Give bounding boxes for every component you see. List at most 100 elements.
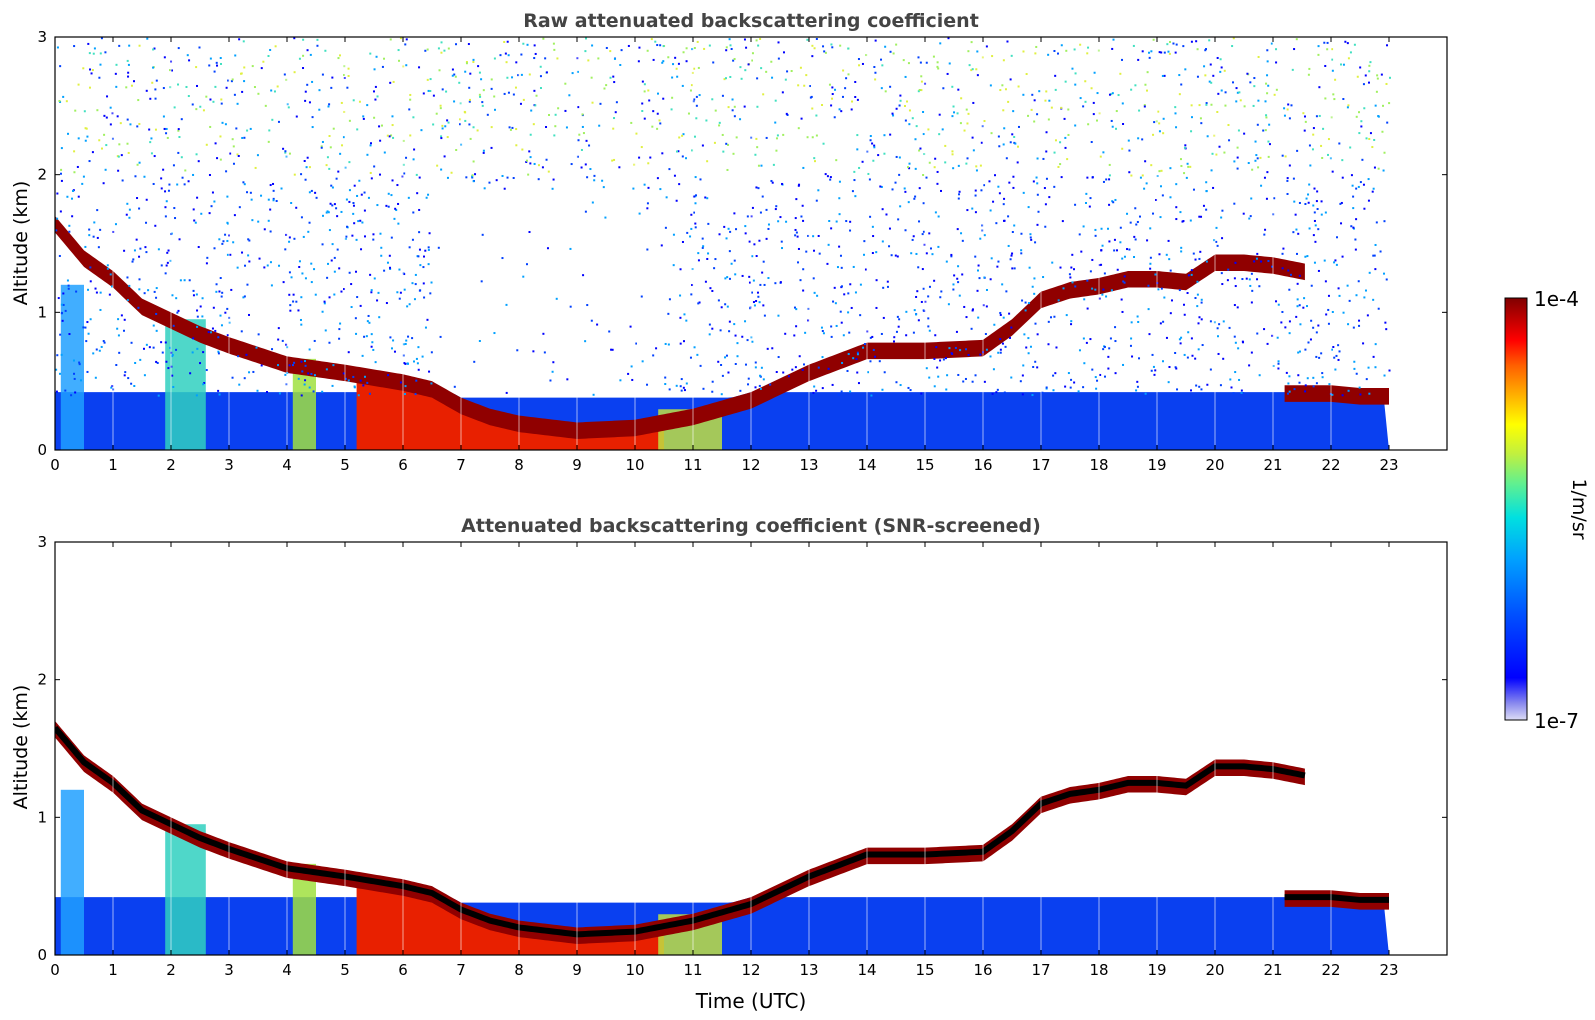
noise-pixel xyxy=(933,385,936,388)
noise-pixel xyxy=(1042,157,1045,160)
noise-pixel xyxy=(126,59,129,62)
noise-pixel xyxy=(88,234,91,237)
noise-pixel xyxy=(1174,106,1177,109)
noise-pixel xyxy=(74,109,77,112)
noise-pixel xyxy=(422,282,425,285)
noise-pixel xyxy=(1380,73,1383,76)
noise-pixel xyxy=(430,351,433,354)
noise-pixel xyxy=(1060,44,1063,47)
noise-pixel xyxy=(1317,53,1320,56)
noise-pixel xyxy=(1108,163,1111,166)
noise-pixel xyxy=(593,174,596,177)
noise-pixel xyxy=(1227,124,1230,127)
noise-pixel xyxy=(1364,289,1367,292)
noise-pixel xyxy=(231,78,234,81)
noise-pixel xyxy=(243,183,246,186)
noise-pixel xyxy=(1101,293,1104,296)
noise-pixel xyxy=(1252,104,1255,107)
noise-pixel xyxy=(1153,373,1156,376)
noise-pixel xyxy=(370,345,373,348)
noise-pixel xyxy=(1034,241,1037,244)
noise-pixel xyxy=(95,348,98,351)
noise-pixel xyxy=(850,306,853,309)
noise-pixel xyxy=(269,48,272,51)
noise-pixel xyxy=(704,280,707,283)
noise-pixel xyxy=(944,144,947,147)
noise-pixel xyxy=(874,355,877,358)
noise-pixel xyxy=(1331,310,1334,313)
noise-pixel xyxy=(1190,116,1193,119)
noise-pixel xyxy=(324,49,327,52)
y-tick-label: 0 xyxy=(37,946,47,964)
noise-pixel xyxy=(1341,255,1344,258)
noise-pixel xyxy=(1133,235,1136,238)
noise-pixel xyxy=(1179,342,1182,345)
noise-pixel xyxy=(549,379,552,382)
x-tick-label: 12 xyxy=(741,961,760,979)
noise-pixel xyxy=(918,187,921,190)
noise-pixel xyxy=(166,261,169,264)
noise-pixel xyxy=(1190,130,1193,133)
noise-pixel xyxy=(1284,326,1287,329)
noise-pixel xyxy=(697,302,700,305)
noise-pixel xyxy=(690,84,693,87)
noise-pixel xyxy=(1357,185,1360,188)
low-cloud-layer xyxy=(1284,385,1389,405)
noise-pixel xyxy=(689,89,692,92)
noise-pixel xyxy=(241,251,244,254)
noise-pixel xyxy=(756,146,759,149)
noise-pixel xyxy=(925,176,928,179)
noise-pixel xyxy=(371,341,374,344)
noise-pixel xyxy=(1119,72,1122,75)
noise-pixel xyxy=(682,133,685,136)
noise-pixel xyxy=(1183,172,1186,175)
noise-pixel xyxy=(1209,320,1212,323)
noise-pixel xyxy=(1254,140,1257,143)
noise-pixel xyxy=(465,62,468,65)
noise-pixel xyxy=(260,194,263,197)
noise-pixel xyxy=(1318,86,1321,89)
noise-pixel xyxy=(522,275,525,278)
noise-pixel xyxy=(1146,71,1149,74)
noise-pixel xyxy=(922,287,925,290)
noise-pixel xyxy=(1203,65,1206,68)
noise-pixel xyxy=(154,97,157,100)
noise-pixel xyxy=(881,388,884,391)
noise-pixel xyxy=(242,40,245,43)
noise-pixel xyxy=(875,279,878,282)
noise-pixel xyxy=(708,323,711,326)
noise-pixel xyxy=(104,168,107,171)
noise-pixel xyxy=(922,174,925,177)
noise-pixel xyxy=(352,375,355,378)
noise-pixel xyxy=(1155,198,1158,201)
noise-pixel xyxy=(811,55,814,58)
noise-pixel xyxy=(60,168,63,171)
noise-pixel xyxy=(905,310,908,313)
noise-pixel xyxy=(346,225,349,228)
noise-pixel xyxy=(565,126,568,129)
noise-pixel xyxy=(465,60,468,63)
noise-pixel xyxy=(88,228,91,231)
noise-pixel xyxy=(1307,73,1310,76)
noise-pixel xyxy=(1187,331,1190,334)
noise-pixel xyxy=(1219,384,1222,387)
noise-pixel xyxy=(222,240,225,243)
noise-pixel xyxy=(380,254,383,257)
noise-pixel xyxy=(917,90,920,93)
noise-pixel xyxy=(1175,218,1178,221)
noise-pixel xyxy=(934,157,937,160)
noise-pixel xyxy=(1234,371,1237,374)
noise-pixel xyxy=(733,115,736,118)
noise-pixel xyxy=(1309,164,1312,167)
noise-pixel xyxy=(1110,119,1113,122)
noise-pixel xyxy=(121,179,124,182)
noise-pixel xyxy=(1298,381,1301,384)
noise-pixel xyxy=(397,202,400,205)
noise-pixel xyxy=(196,196,199,199)
noise-pixel xyxy=(128,208,131,211)
noise-pixel xyxy=(1235,100,1238,103)
noise-pixel xyxy=(1035,45,1038,48)
noise-pixel xyxy=(507,54,510,57)
noise-pixel xyxy=(323,302,326,305)
noise-pixel xyxy=(989,278,992,281)
